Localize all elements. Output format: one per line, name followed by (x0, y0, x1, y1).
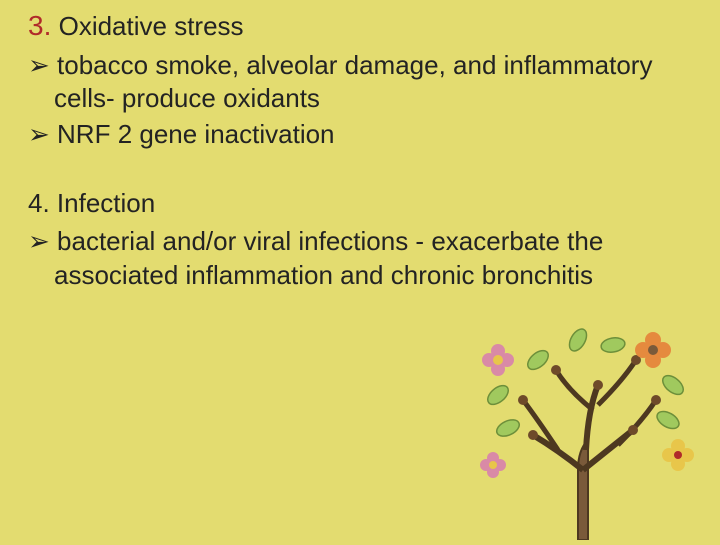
decorative-tree-icon (438, 300, 708, 540)
bullet-arrow-icon: ➢ (28, 50, 50, 80)
section-4-bullet: ➢ bacterial and/or viral infections - ex… (28, 225, 692, 292)
section-4-heading: 4. Infection (28, 187, 692, 220)
bullet-text: tobacco smoke, alveolar damage, and infl… (54, 50, 652, 113)
bullet-arrow-icon: ➢ (28, 226, 50, 256)
section-3-bullet: ➢ tobacco smoke, alveolar damage, and in… (28, 49, 692, 116)
bullet-arrow-icon: ➢ (28, 119, 50, 149)
section-4-number: 4. (28, 188, 50, 218)
section-3-heading: 3. Oxidative stress (28, 8, 692, 43)
section-3-number: 3. (28, 10, 51, 41)
section-3-title: Oxidative stress (59, 11, 244, 41)
slide-content: 3. Oxidative stress ➢ tobacco smoke, alv… (0, 0, 720, 292)
bullet-text: bacterial and/or viral infections - exac… (54, 226, 603, 289)
bullet-text: NRF 2 gene inactivation (57, 119, 334, 149)
section-3-bullet: ➢ NRF 2 gene inactivation (28, 118, 692, 151)
section-4-title: Infection (57, 188, 155, 218)
